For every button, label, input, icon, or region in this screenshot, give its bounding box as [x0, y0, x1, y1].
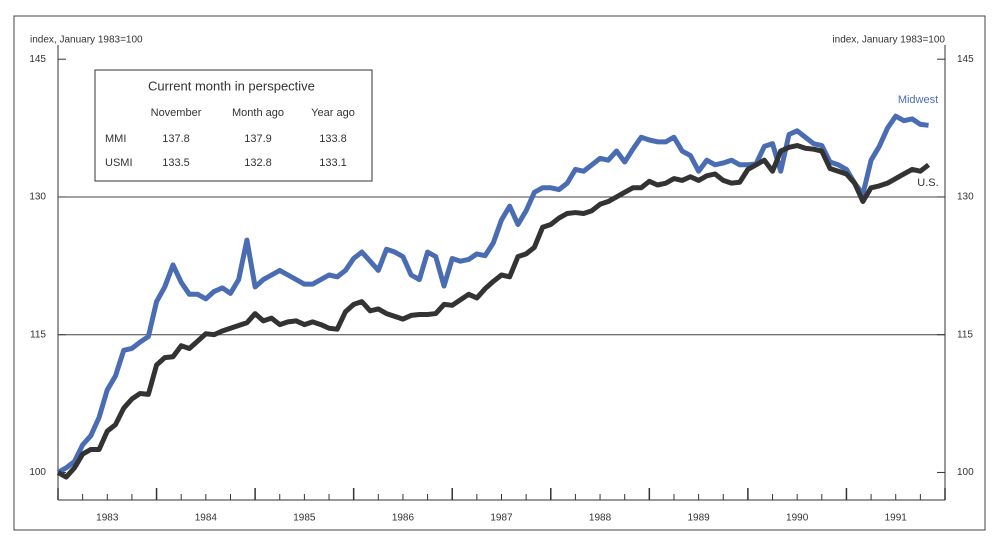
y2-tick-label: 130	[957, 192, 974, 203]
inset-cell: 133.1	[319, 157, 347, 169]
y-tick-label: 130	[29, 192, 46, 203]
inset-column-header: November	[151, 107, 202, 119]
x-tick-label: 1983	[96, 513, 119, 524]
y2-tick-label: 115	[957, 329, 973, 340]
y2-axis-label: index, January 1983=100	[832, 35, 945, 46]
inset-cell: 137.8	[162, 133, 190, 145]
x-tick-label: 1988	[589, 513, 612, 524]
series-label: U.S.	[917, 177, 938, 189]
x-tick-label: 1989	[687, 513, 710, 524]
inset-cell: 133.8	[319, 133, 347, 145]
inset-table: Current month in perspective November Mont…	[94, 69, 373, 182]
y-tick-label: 145	[29, 54, 46, 65]
y-tick-label: 115	[30, 329, 46, 340]
x-tick-label: 1984	[195, 513, 218, 524]
x-tick-label: 1990	[786, 513, 809, 524]
inset-column-header: Year ago	[311, 107, 355, 119]
inset-cell: 137.9	[244, 133, 272, 145]
series-label: Midwest	[898, 94, 938, 106]
x-tick-label: 1991	[885, 513, 908, 524]
inset-box	[94, 69, 373, 182]
inset-column-header: Month ago	[232, 107, 284, 119]
y2-tick-label: 100	[957, 467, 974, 478]
inset-row-label: USMI	[105, 157, 133, 169]
y-tick-label: 100	[29, 467, 46, 478]
y-axis-label: index, January 1983=100	[30, 35, 143, 46]
frame	[13, 15, 986, 531]
series-line	[56, 143, 931, 480]
x-tick-label: 1986	[392, 513, 415, 524]
y2-tick-label: 145	[957, 54, 974, 65]
inset-cell: 132.8	[244, 157, 272, 169]
series-line	[56, 113, 929, 475]
inset-cell: 133.5	[162, 157, 190, 169]
inset-row-label: MMI	[105, 133, 126, 145]
x-tick-label: 1987	[490, 513, 513, 524]
x-tick-label: 1985	[293, 513, 316, 524]
inset-title: Current month in perspective	[148, 78, 315, 93]
